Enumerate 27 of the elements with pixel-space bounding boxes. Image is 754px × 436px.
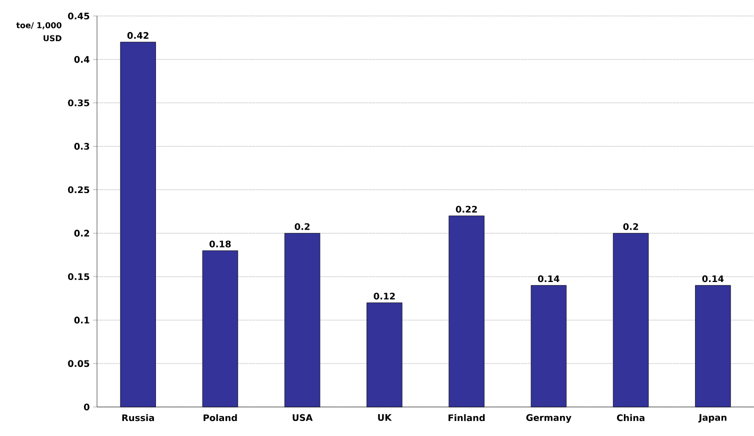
x-tick-label: Russia [122, 414, 154, 422]
data-label: 0.2 [294, 223, 310, 230]
data-label: 0.14 [538, 275, 560, 282]
y-tick-label: 0 [84, 404, 90, 410]
x-tick-label: Finland [448, 414, 485, 422]
x-tick-label: China [616, 414, 644, 422]
y-tick-label: 0.1 [74, 316, 90, 324]
y-tick-label: 0.35 [68, 99, 90, 106]
y-tick-label: 0.05 [68, 360, 90, 367]
data-label: 0.2 [623, 223, 638, 230]
y-tick-label: 0.2 [74, 230, 90, 237]
data-label: 0.42 [127, 32, 148, 39]
data-label: 0.22 [456, 206, 477, 213]
x-tick-label: Poland [204, 414, 237, 422]
y-tick-label: 0.45 [68, 12, 90, 20]
y-axis-title: toe/ 1,000 USD [16, 22, 62, 42]
y-tick-label: 0.4 [74, 56, 90, 63]
y-tick-label: 0.15 [68, 273, 90, 280]
y-tick-label: 0.25 [68, 186, 90, 194]
data-label: 0.14 [702, 275, 724, 282]
data-label: 0.12 [374, 292, 395, 300]
y-tick-label: 0.3 [74, 142, 90, 150]
x-tick-label: Germany [526, 414, 572, 423]
x-tick-label: USA [292, 414, 313, 421]
x-tick-label: UK [378, 414, 392, 421]
data-label: 0.18 [210, 240, 231, 248]
x-tick-label: Japan [698, 414, 726, 423]
